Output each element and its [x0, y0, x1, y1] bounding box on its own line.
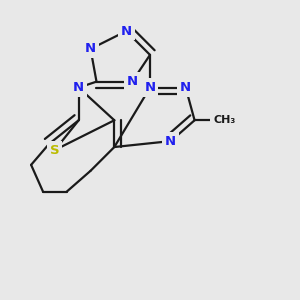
Text: N: N [121, 25, 132, 38]
Text: CH₃: CH₃ [213, 115, 236, 125]
Text: N: N [144, 81, 156, 94]
Text: S: S [50, 143, 60, 157]
Text: N: N [73, 81, 84, 94]
Text: N: N [85, 42, 96, 56]
Text: N: N [165, 135, 176, 148]
Text: N: N [127, 75, 138, 88]
Text: N: N [180, 81, 191, 94]
